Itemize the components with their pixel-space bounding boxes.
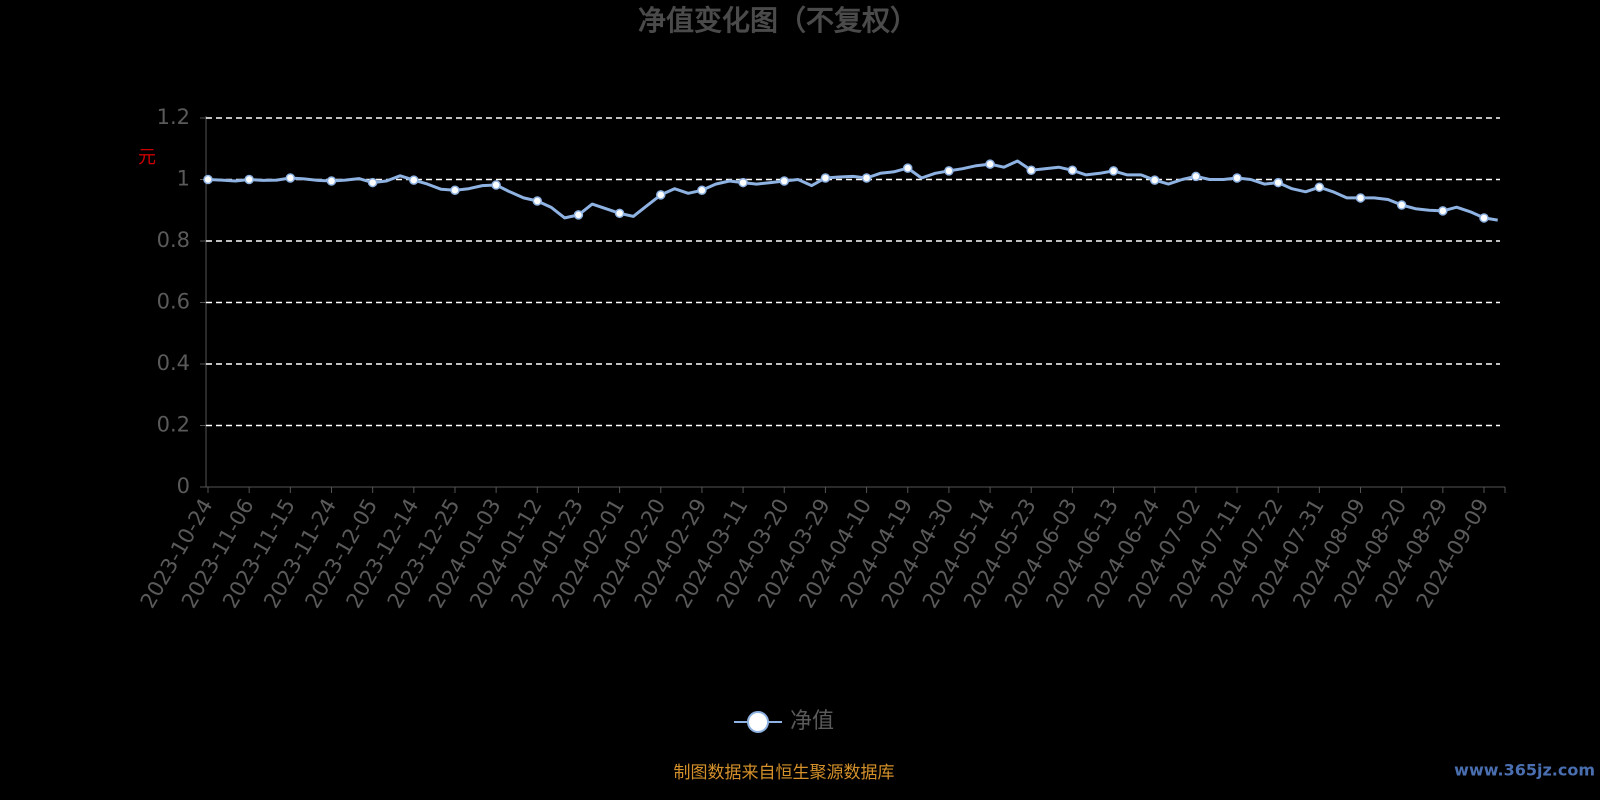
legend-label: 净值 xyxy=(790,709,834,734)
point-marker xyxy=(1026,165,1036,176)
point-marker xyxy=(861,173,872,183)
point-marker xyxy=(1067,165,1078,176)
y-tick-label: 0.8 xyxy=(157,228,190,252)
point-marker xyxy=(902,163,913,173)
point-marker xyxy=(779,176,790,186)
point-marker xyxy=(1108,166,1119,176)
y-tick-label: 1.2 xyxy=(157,105,190,129)
watermark: www.365jz.com xyxy=(1454,761,1595,780)
point-marker xyxy=(1355,193,1366,203)
point-marker xyxy=(326,176,337,186)
point-marker xyxy=(614,208,625,219)
source-note: 制图数据来自恒生聚源数据库 xyxy=(674,763,895,783)
point-marker xyxy=(697,185,707,196)
point-marker xyxy=(409,175,419,185)
point-marker xyxy=(244,174,254,185)
y-axis-label: 元 xyxy=(138,147,156,168)
y-tick-label: 0 xyxy=(177,474,190,498)
point-marker xyxy=(573,210,584,220)
point-marker xyxy=(367,177,378,188)
point-marker xyxy=(1396,200,1407,210)
point-marker xyxy=(1191,171,1201,182)
point-marker xyxy=(1479,213,1489,223)
point-marker xyxy=(1314,182,1325,192)
chart-title: 净值变化图（不复权） xyxy=(638,4,918,37)
point-marker xyxy=(985,159,995,169)
point-marker xyxy=(285,173,296,183)
point-marker xyxy=(532,196,543,206)
legend-marker xyxy=(747,711,769,733)
y-tick-label: 0.2 xyxy=(157,413,190,437)
point-marker xyxy=(738,177,748,188)
point-marker xyxy=(203,174,213,185)
point-marker xyxy=(1273,177,1283,188)
point-marker xyxy=(820,173,831,183)
point-marker xyxy=(656,190,666,200)
point-marker xyxy=(1149,175,1160,185)
point-marker xyxy=(1438,206,1448,216)
point-marker xyxy=(944,166,954,176)
line-series xyxy=(207,159,1498,222)
point-marker xyxy=(450,185,460,196)
point-marker xyxy=(491,180,501,190)
y-tick-label: 0.4 xyxy=(157,351,190,375)
y-tick-label: 0.6 xyxy=(157,290,190,314)
y-tick-label: 1 xyxy=(177,167,190,191)
point-marker xyxy=(1232,173,1242,183)
